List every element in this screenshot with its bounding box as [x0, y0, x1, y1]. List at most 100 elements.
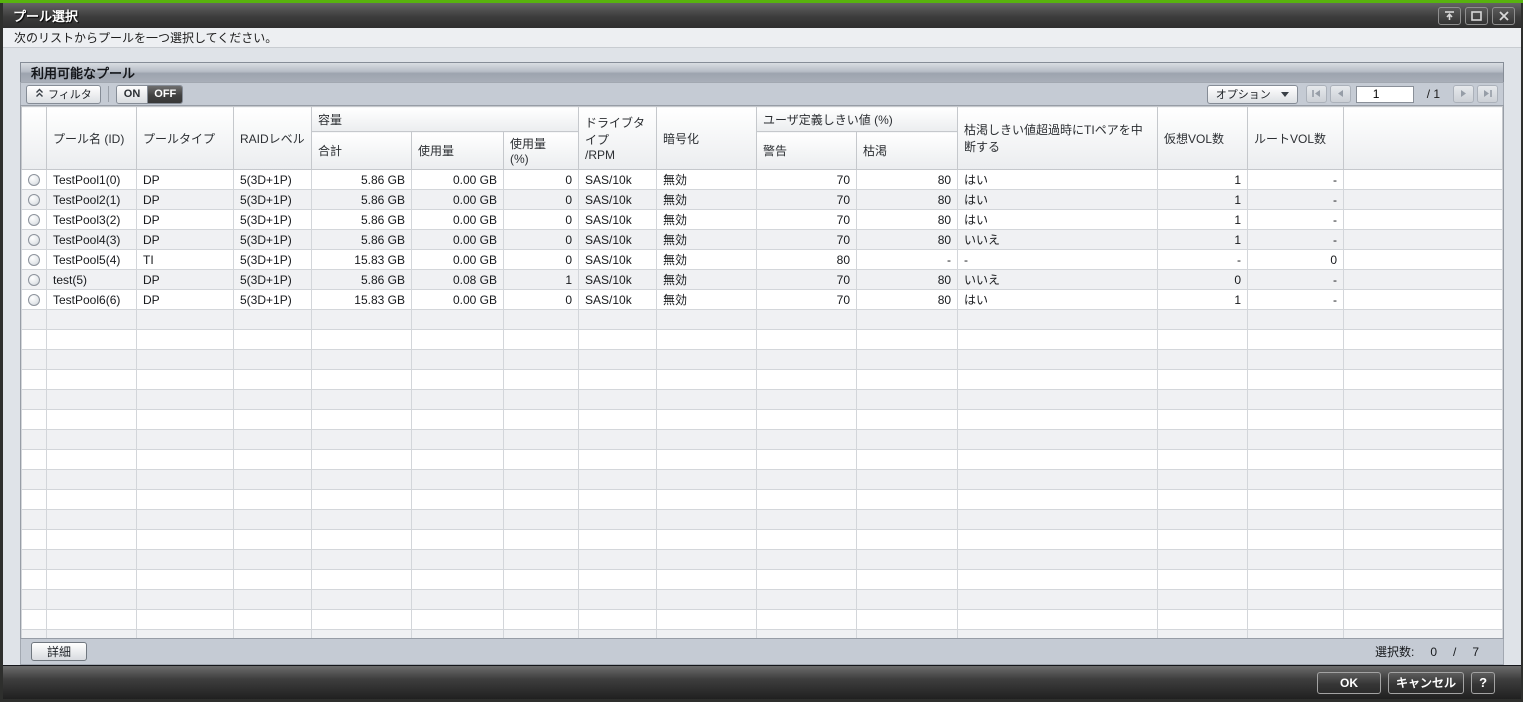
cell-warning: [756, 529, 858, 550]
row-select-cell: [21, 269, 47, 290]
table-row[interactable]: TestPool4(3) DP 5(3D+1P) 5.86 GB 0.00 GB 0 SAS…: [21, 229, 1504, 250]
header-depletion[interactable]: 枯渇: [856, 131, 959, 170]
empty-table-row: [21, 509, 1504, 530]
cell-depletion: 80: [856, 169, 959, 190]
header-suspend-ti[interactable]: 枯渇しきい値超過時にTIペアを中断する: [957, 106, 1159, 170]
table-row[interactable]: TestPool2(1) DP 5(3D+1P) 5.86 GB 0.00 GB 0 SAS…: [21, 189, 1504, 210]
cell-suspend-ti: [957, 609, 1159, 630]
cell-filler: [1343, 489, 1504, 510]
cell-used-pct: [502, 329, 580, 350]
ok-button[interactable]: OK: [1317, 671, 1382, 694]
row-select-cell: [21, 449, 47, 470]
cell-raid-level: [233, 449, 312, 470]
row-radio-button[interactable]: [28, 194, 40, 207]
header-total[interactable]: 合計: [311, 131, 412, 170]
cell-suspend-ti: [957, 309, 1159, 330]
cell-total: [311, 429, 412, 450]
cell-virtual-vols: [1157, 449, 1249, 470]
cell-used: [411, 329, 504, 350]
prev-page-button[interactable]: [1329, 85, 1351, 103]
cell-encryption: 無効: [656, 209, 758, 230]
options-button[interactable]: オプション: [1206, 84, 1298, 104]
cell-pool-type: DP: [136, 229, 234, 250]
table-row[interactable]: TestPool5(4) TI 5(3D+1P) 15.83 GB 0.00 GB 0 SA…: [21, 249, 1504, 270]
row-radio-button[interactable]: [28, 254, 40, 267]
table-row[interactable]: TestPool1(0) DP 5(3D+1P) 5.86 GB 0.00 GB 0 SAS…: [21, 169, 1504, 190]
cell-filler: [1343, 189, 1504, 210]
maximize-button[interactable]: [1465, 6, 1489, 25]
cell-total: [311, 509, 412, 530]
cell-encryption: [656, 309, 758, 330]
selection-info: 選択数: 0 / 7: [1375, 643, 1479, 660]
cell-raid-level: 5(3D+1P): [233, 269, 312, 290]
cell-raid-level: [233, 609, 312, 630]
row-radio-button[interactable]: [28, 234, 40, 247]
next-page-button[interactable]: [1453, 85, 1475, 103]
row-select-cell: [21, 529, 47, 550]
cell-encryption: [656, 529, 758, 550]
header-raid-level[interactable]: RAIDレベル: [233, 106, 312, 170]
last-page-button[interactable]: [1477, 85, 1499, 103]
header-virtual-vols[interactable]: 仮想VOL数: [1157, 106, 1249, 170]
close-button[interactable]: [1492, 6, 1516, 25]
row-radio-button[interactable]: [28, 174, 40, 187]
table-row[interactable]: TestPool6(6) DP 5(3D+1P) 15.83 GB 0.00 GB 0 SA…: [21, 289, 1504, 310]
page-number-input[interactable]: [1355, 85, 1414, 103]
page-total-label: / 1: [1426, 87, 1441, 101]
cell-suspend-ti: いいえ: [957, 269, 1159, 290]
cell-pool-name: TestPool6(6): [46, 289, 137, 310]
table-row[interactable]: TestPool3(2) DP 5(3D+1P) 5.86 GB 0.00 GB 0 SAS…: [21, 209, 1504, 230]
close-icon: [1498, 10, 1509, 21]
cell-used-pct: 1: [502, 269, 580, 290]
cell-filler: [1343, 569, 1504, 590]
cancel-button[interactable]: キャンセル: [1388, 671, 1465, 694]
cell-warning: 70: [756, 189, 858, 210]
filter-button[interactable]: フィルタ: [26, 84, 101, 104]
detail-button[interactable]: 詳細: [31, 642, 87, 661]
cell-encryption: [656, 569, 758, 590]
header-pool-type[interactable]: プールタイプ: [136, 106, 234, 170]
cell-pool-type: DP: [136, 269, 234, 290]
help-button[interactable]: ?: [1471, 671, 1496, 694]
cell-pool-type: [136, 569, 234, 590]
cell-raid-level: [233, 329, 312, 350]
cell-filler: [1343, 549, 1504, 570]
cell-filler: [1343, 409, 1504, 430]
cell-drive-type: [578, 449, 658, 470]
row-radio-button[interactable]: [28, 294, 40, 307]
cell-warning: [756, 389, 858, 410]
cell-raid-level: [233, 629, 312, 638]
rollup-button[interactable]: [1438, 6, 1462, 25]
cell-filler: [1343, 509, 1504, 530]
header-used-pct[interactable]: 使用量 (%): [502, 131, 580, 170]
cell-warning: [756, 309, 858, 330]
cell-virtual-vols: [1157, 469, 1249, 490]
header-root-vols[interactable]: ルートVOL数: [1247, 106, 1345, 170]
row-radio-button[interactable]: [28, 214, 40, 227]
cell-suspend-ti: -: [957, 249, 1159, 270]
cell-warning: [756, 609, 858, 630]
row-radio-button[interactable]: [28, 274, 40, 287]
filter-on-button[interactable]: ON: [116, 85, 148, 103]
cell-drive-type: [578, 329, 658, 350]
cell-root-vols: -: [1247, 229, 1345, 250]
main-area: 利用可能なプール フィルタ ON OFF: [3, 48, 1522, 665]
cell-pool-name: [46, 409, 137, 430]
cell-virtual-vols: 1: [1157, 209, 1249, 230]
selection-label: 選択数:: [1374, 645, 1415, 659]
filter-off-button[interactable]: OFF: [147, 85, 183, 103]
header-encryption[interactable]: 暗号化: [656, 106, 758, 170]
cell-root-vols: [1247, 629, 1345, 638]
header-used[interactable]: 使用量: [411, 131, 504, 170]
first-page-button[interactable]: [1305, 85, 1327, 103]
cell-suspend-ti: [957, 569, 1159, 590]
header-drive-type[interactable]: ドライブタイプ /RPM: [578, 106, 658, 170]
table-row[interactable]: test(5) DP 5(3D+1P) 5.86 GB 0.08 GB 1 SAS/10k 無…: [21, 269, 1504, 290]
header-warning[interactable]: 警告: [756, 131, 858, 170]
cell-used-pct: 0: [502, 249, 580, 270]
cell-used: 0.00 GB: [411, 229, 504, 250]
cell-drive-type: [578, 309, 658, 330]
cell-used: [411, 389, 504, 410]
cell-used-pct: [502, 349, 580, 370]
header-pool-name[interactable]: プール名 (ID): [46, 106, 137, 170]
